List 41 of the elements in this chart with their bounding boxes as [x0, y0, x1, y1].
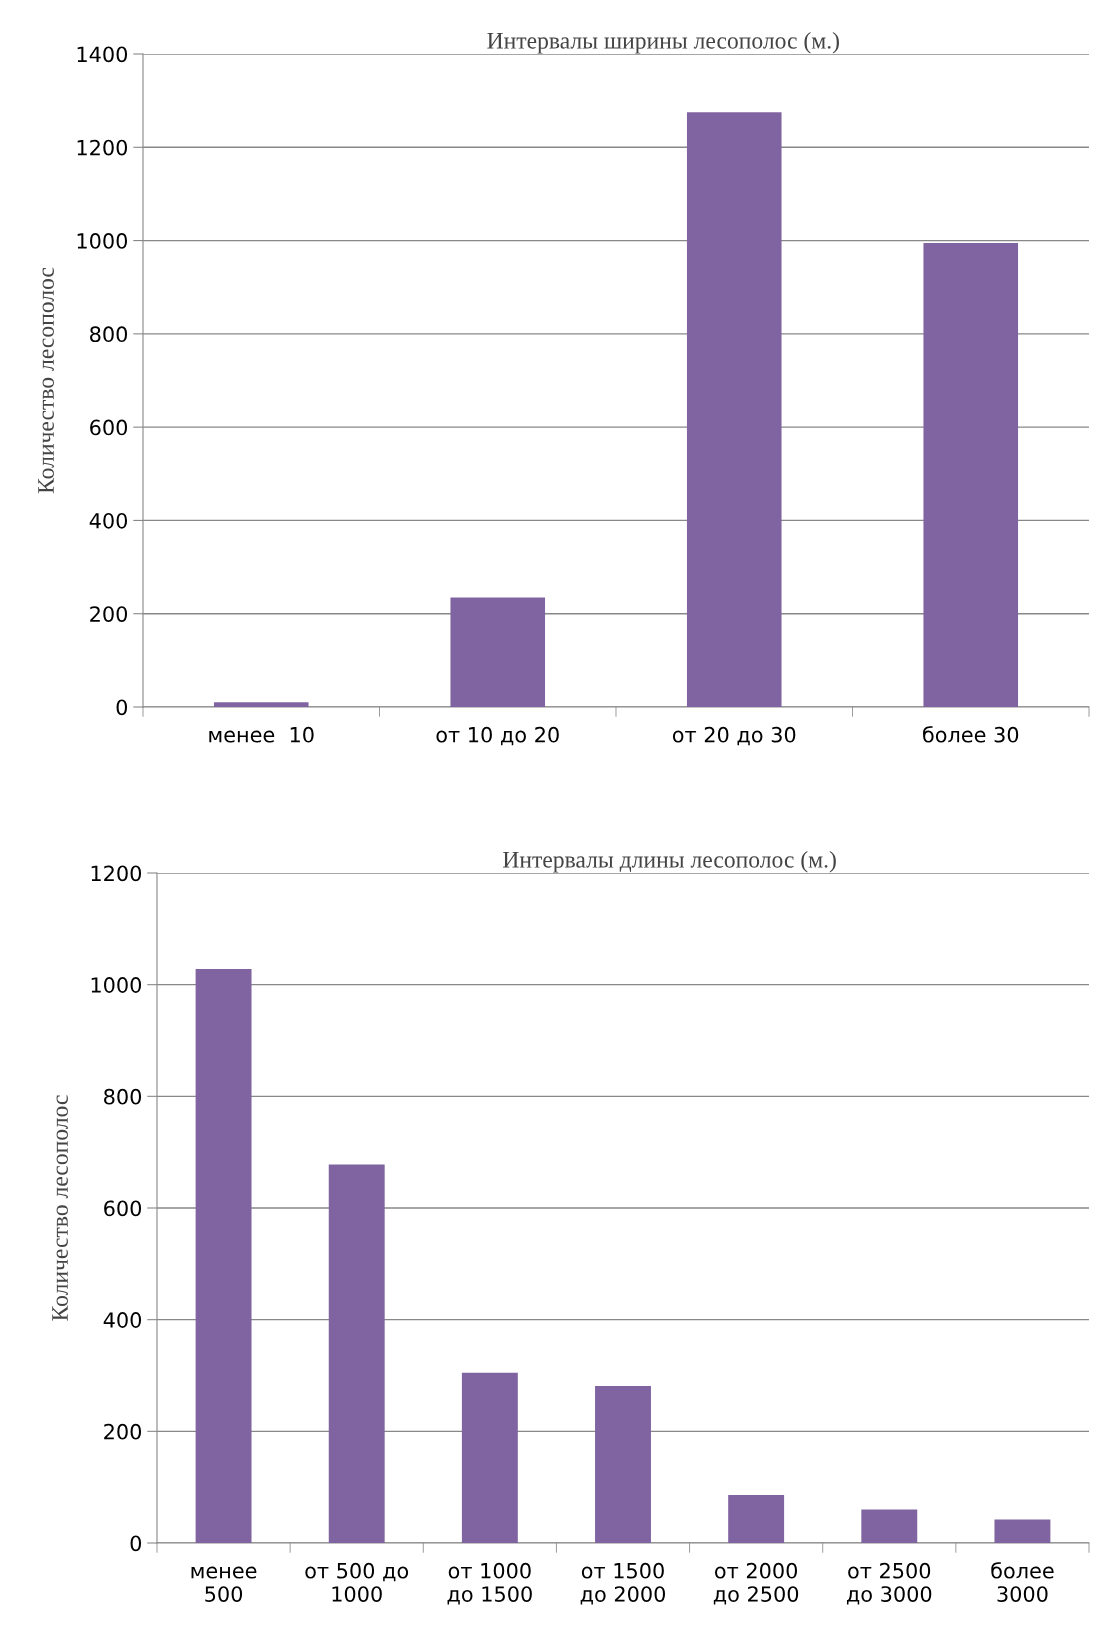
y-tick-label: 1000 [91, 977, 142, 993]
y-tick-label: 0 [116, 699, 128, 716]
y-tick-label: 0 [130, 1535, 142, 1552]
bar [595, 1386, 651, 1543]
x-tick-label: от 2500 до 3000 [846, 1562, 932, 1605]
y-tick-label: 600 [90, 419, 128, 436]
bar [728, 1494, 785, 1543]
x-tick-label: от 2000 до 2500 [713, 1562, 799, 1605]
y-tick-label: 400 [89, 512, 128, 529]
x-tick-label: менее 10 [209, 726, 314, 743]
bar [923, 242, 1019, 707]
y-tick-label: 1400 [77, 46, 128, 63]
bar [213, 702, 309, 707]
x-tick-label: от 1500 до 2000 [580, 1562, 666, 1605]
bar [461, 1372, 518, 1543]
y-tick-label: 200 [104, 1423, 142, 1440]
x-tick-label: от 10 до 20 [436, 726, 559, 746]
x-tick-label: от 500 до 1000 [305, 1562, 409, 1602]
x-tick-label: от 20 до 30 [672, 726, 796, 746]
bar [686, 112, 782, 707]
chart-title: Интервалы длины лесополос (м.) [502, 851, 836, 873]
bar [195, 969, 252, 1543]
y-axis-title: Количество лесополос [38, 267, 54, 494]
y-tick-label: 800 [104, 1088, 142, 1105]
bar [328, 1164, 385, 1543]
y-tick-label: 1000 [77, 233, 128, 249]
x-tick-label: от 1000 до 1500 [447, 1562, 532, 1605]
y-axis-title: Количество лесополос [52, 1095, 68, 1321]
y-tick-label: 200 [90, 606, 128, 622]
y-tick-label: 1200 [77, 139, 128, 156]
y-tick-label: 400 [103, 1312, 142, 1328]
bar [994, 1519, 1051, 1543]
x-tick-label: более 3000 [991, 1562, 1054, 1602]
x-tick-label: более 30 [923, 726, 1019, 743]
y-tick-label: 1200 [91, 865, 142, 882]
bar [861, 1509, 918, 1543]
y-tick-label: 600 [104, 1200, 142, 1217]
chart-title: Интервалы ширины лесополос (м.) [487, 32, 839, 54]
y-tick-label: 800 [90, 326, 128, 343]
bar [450, 597, 546, 707]
x-tick-label: менее 500 [191, 1566, 257, 1602]
